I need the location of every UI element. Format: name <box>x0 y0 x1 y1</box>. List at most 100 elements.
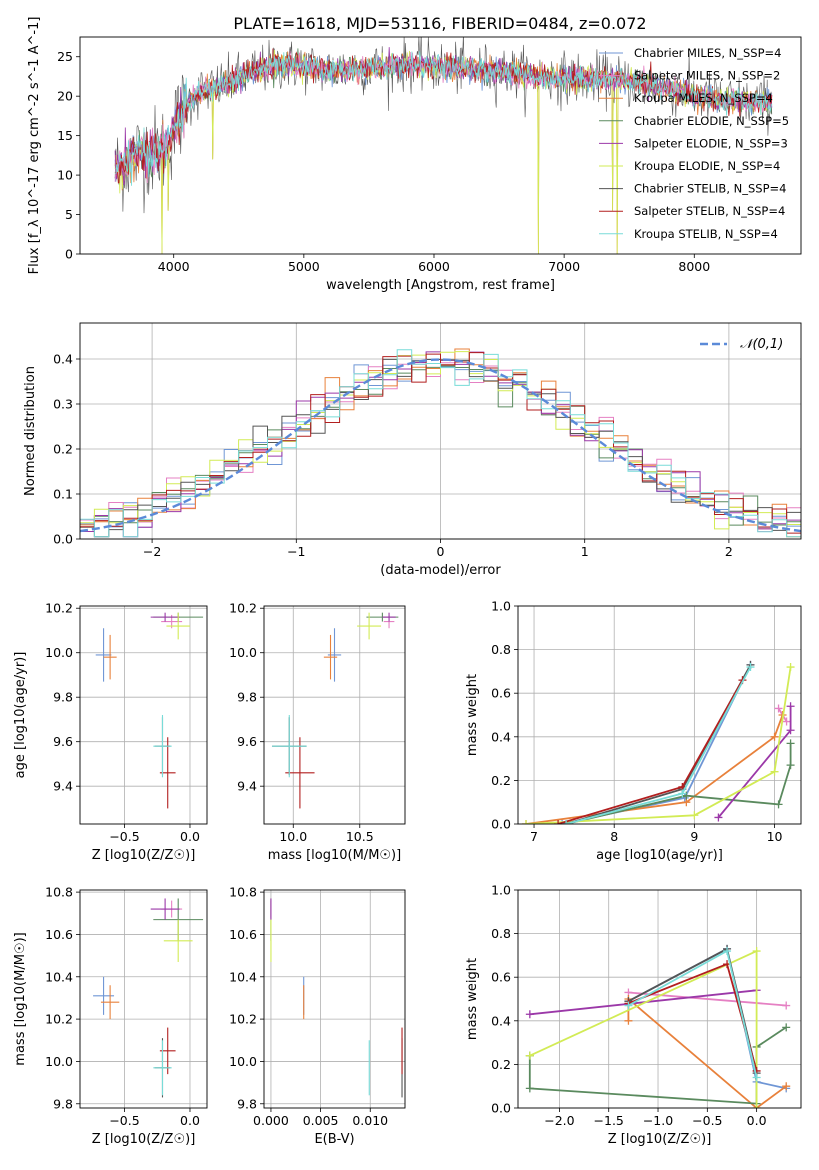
x-tick-label: 1 <box>581 544 589 559</box>
x-tick-label: 8 <box>610 829 618 844</box>
weight-marker <box>714 813 723 822</box>
errorbar-point <box>150 612 180 622</box>
weight-marker <box>624 1016 633 1025</box>
y-tick-label: 10.4 <box>45 969 73 984</box>
x-tick-label: −0.5 <box>692 1113 722 1128</box>
x-tick-label: 0.0 <box>180 1113 200 1128</box>
axes-frame <box>79 889 208 1109</box>
plot-area <box>80 348 801 538</box>
x-tick-label: 8000 <box>678 259 710 274</box>
axes-frame <box>79 605 208 825</box>
y-tick-label: 0.2 <box>491 1057 511 1072</box>
y-tick-label: 0.4 <box>491 729 511 744</box>
weight-series-line <box>529 989 757 1016</box>
y-tick-label: 0 <box>65 247 73 262</box>
axes-frame <box>79 322 802 540</box>
y-tick-label: 10.2 <box>229 601 257 616</box>
weight-marker <box>723 947 732 956</box>
x-axis-label: E(B-V) <box>314 1132 354 1147</box>
weight-marker <box>786 739 795 748</box>
y-tick-label: 0.0 <box>491 817 511 832</box>
x-tick-label: 7000 <box>548 259 580 274</box>
y-tick-label: 10.0 <box>229 1054 257 1069</box>
y-tick-label: 9.6 <box>237 734 257 749</box>
y-tick-label: 9.6 <box>53 734 73 749</box>
plot-area <box>114 37 773 254</box>
legend: Chabrier MILES, N_SSP=4 Salpeter MILES, N… <box>599 46 789 241</box>
weight-marker <box>786 761 795 770</box>
y-tick-label: 0.4 <box>53 352 73 367</box>
legend-label: 𝒩(0,1) <box>740 337 783 352</box>
weight-marker <box>690 811 699 820</box>
weight-marker <box>770 767 779 776</box>
weight-marker <box>786 726 795 735</box>
legend-label: Salpeter STELIB, N_SSP=4 <box>634 204 785 218</box>
y-tick-label: 9.8 <box>237 1096 257 1111</box>
plot-area <box>95 612 204 809</box>
errorbar-point <box>150 898 180 920</box>
x-tick-label: −1.0 <box>643 1113 673 1128</box>
figure-title: PLATE=1618, MJD=53116, FIBERID=0484, z=0… <box>233 14 646 33</box>
histogram-series <box>80 352 801 534</box>
weight-series-line <box>525 714 784 824</box>
y-tick-label: 0.6 <box>491 970 511 985</box>
y-axis-label: Normed distribution <box>23 366 38 496</box>
axes-frame <box>517 889 802 1109</box>
legend-label: Kroupa MILES, N_SSP=4 <box>634 91 773 105</box>
y-tick-label: 0.2 <box>491 773 511 788</box>
y-axis-label: mass weight <box>465 958 480 1040</box>
weight-marker <box>774 704 783 713</box>
y-tick-label: 10.0 <box>45 645 73 660</box>
x-tick-label: 9 <box>690 829 698 844</box>
weight-marker <box>782 1001 791 1010</box>
y-tick-label: 9.8 <box>53 1096 73 1111</box>
axes-frame <box>517 605 802 825</box>
legend-label: Salpeter ELODIE, N_SSP=3 <box>634 136 788 150</box>
x-axis-label: Z [log10(Z/Z☉)] <box>608 1132 712 1147</box>
y-tick-label: 0.2 <box>53 442 73 457</box>
y-tick-label: 9.4 <box>53 779 73 794</box>
x-tick-label: 0 <box>437 544 445 559</box>
errorbar-point <box>153 715 172 778</box>
weight-marker <box>786 702 795 711</box>
weight-marker <box>752 947 761 956</box>
x-tick-label: 2 <box>725 544 733 559</box>
errorbar-point <box>166 612 190 640</box>
y-tick-label: 5 <box>65 207 73 222</box>
spectrum-panel: 4000 5000 6000 7000 8000 0 5 10 15 20 25 wavelength… <box>27 17 802 293</box>
legend-label: Salpeter MILES, N_SSP=2 <box>634 69 780 83</box>
plot-area <box>93 898 204 1098</box>
weight-marker <box>525 1010 534 1019</box>
y-axis-label: mass [log10(M/M☉)] <box>13 932 28 1065</box>
errorbar-point <box>323 634 338 680</box>
x-axis-label: age [log10(age/yr)] <box>596 848 723 863</box>
axes-frame <box>263 889 406 1109</box>
legend-label: Chabrier STELIB, N_SSP=4 <box>634 182 786 196</box>
weight-series-line <box>628 991 787 1007</box>
y-tick-label: 0.0 <box>491 1101 511 1116</box>
y-tick-label: 0.8 <box>491 926 511 941</box>
plot-area <box>270 898 403 1098</box>
y-axis-label: Flux [f_λ 10^-17 erg cm^-2 s^-1 A^-1] <box>27 17 42 275</box>
y-tick-label: 1.0 <box>491 883 511 898</box>
y-tick-label: 10.8 <box>229 885 257 900</box>
y-tick-label: 10.6 <box>229 927 257 942</box>
y-tick-label: 10.2 <box>229 1012 257 1027</box>
plot-area <box>525 944 791 1108</box>
weight-marker <box>752 1073 761 1082</box>
mass-vs-ebv-panel: 0.000 0.005 0.010 9.8 10.0 10.2 10.4 10.6 10.8 E(… <box>229 885 406 1147</box>
x-tick-label: −2 <box>143 544 161 559</box>
y-tick-label: 10.6 <box>45 927 73 942</box>
y-tick-label: 0.8 <box>491 642 511 657</box>
x-tick-label: 4000 <box>158 259 190 274</box>
x-axis-label: Z [log10(Z/Z☉)] <box>92 848 196 863</box>
x-tick-label: 10.5 <box>346 829 374 844</box>
y-tick-label: 0.4 <box>491 1013 511 1028</box>
y-tick-label: 0.3 <box>53 397 73 412</box>
weight-marker <box>746 663 755 672</box>
weight-marker <box>774 800 783 809</box>
plot-area <box>271 612 399 809</box>
x-tick-label: 10 <box>767 829 783 844</box>
x-tick-label: −0.5 <box>109 1113 139 1128</box>
